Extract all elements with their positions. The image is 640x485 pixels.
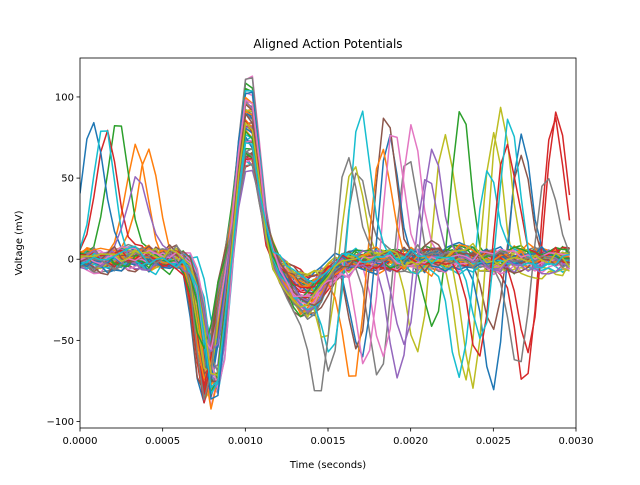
- x-tick-label: 0.0015: [311, 436, 346, 447]
- trace-line: [80, 118, 570, 389]
- chart-title: Aligned Action Potentials: [253, 37, 402, 51]
- trace-line: [80, 99, 570, 351]
- y-tick-label: 50: [61, 174, 74, 185]
- y-tick-label: 100: [55, 92, 74, 103]
- y-tick-label: −100: [47, 417, 74, 428]
- x-tick-label: 0.0010: [228, 436, 263, 447]
- trace-line: [80, 120, 570, 386]
- traces: [80, 75, 571, 410]
- x-axis-label: Time (seconds): [289, 460, 366, 471]
- x-tick-label: 0.0005: [145, 436, 180, 447]
- x-tick-label: 0.0020: [393, 436, 428, 447]
- y-axis-ticks: 100 50 0 −50 −100: [47, 92, 80, 428]
- y-tick-label: 0: [68, 255, 74, 266]
- trace-line: [80, 156, 570, 401]
- x-axis-ticks: 0.0000 0.0005 0.0010 0.0015 0.0020 0.0025 0.00…: [63, 428, 594, 447]
- x-tick-label: 0.0000: [63, 436, 98, 447]
- x-tick-label: 0.0025: [476, 436, 511, 447]
- y-axis-label: Voltage (mV): [14, 210, 25, 275]
- trace-line: [80, 127, 570, 400]
- x-tick-label: 0.0030: [559, 436, 594, 447]
- trace-line: [80, 100, 570, 353]
- y-tick-label: −50: [53, 336, 74, 347]
